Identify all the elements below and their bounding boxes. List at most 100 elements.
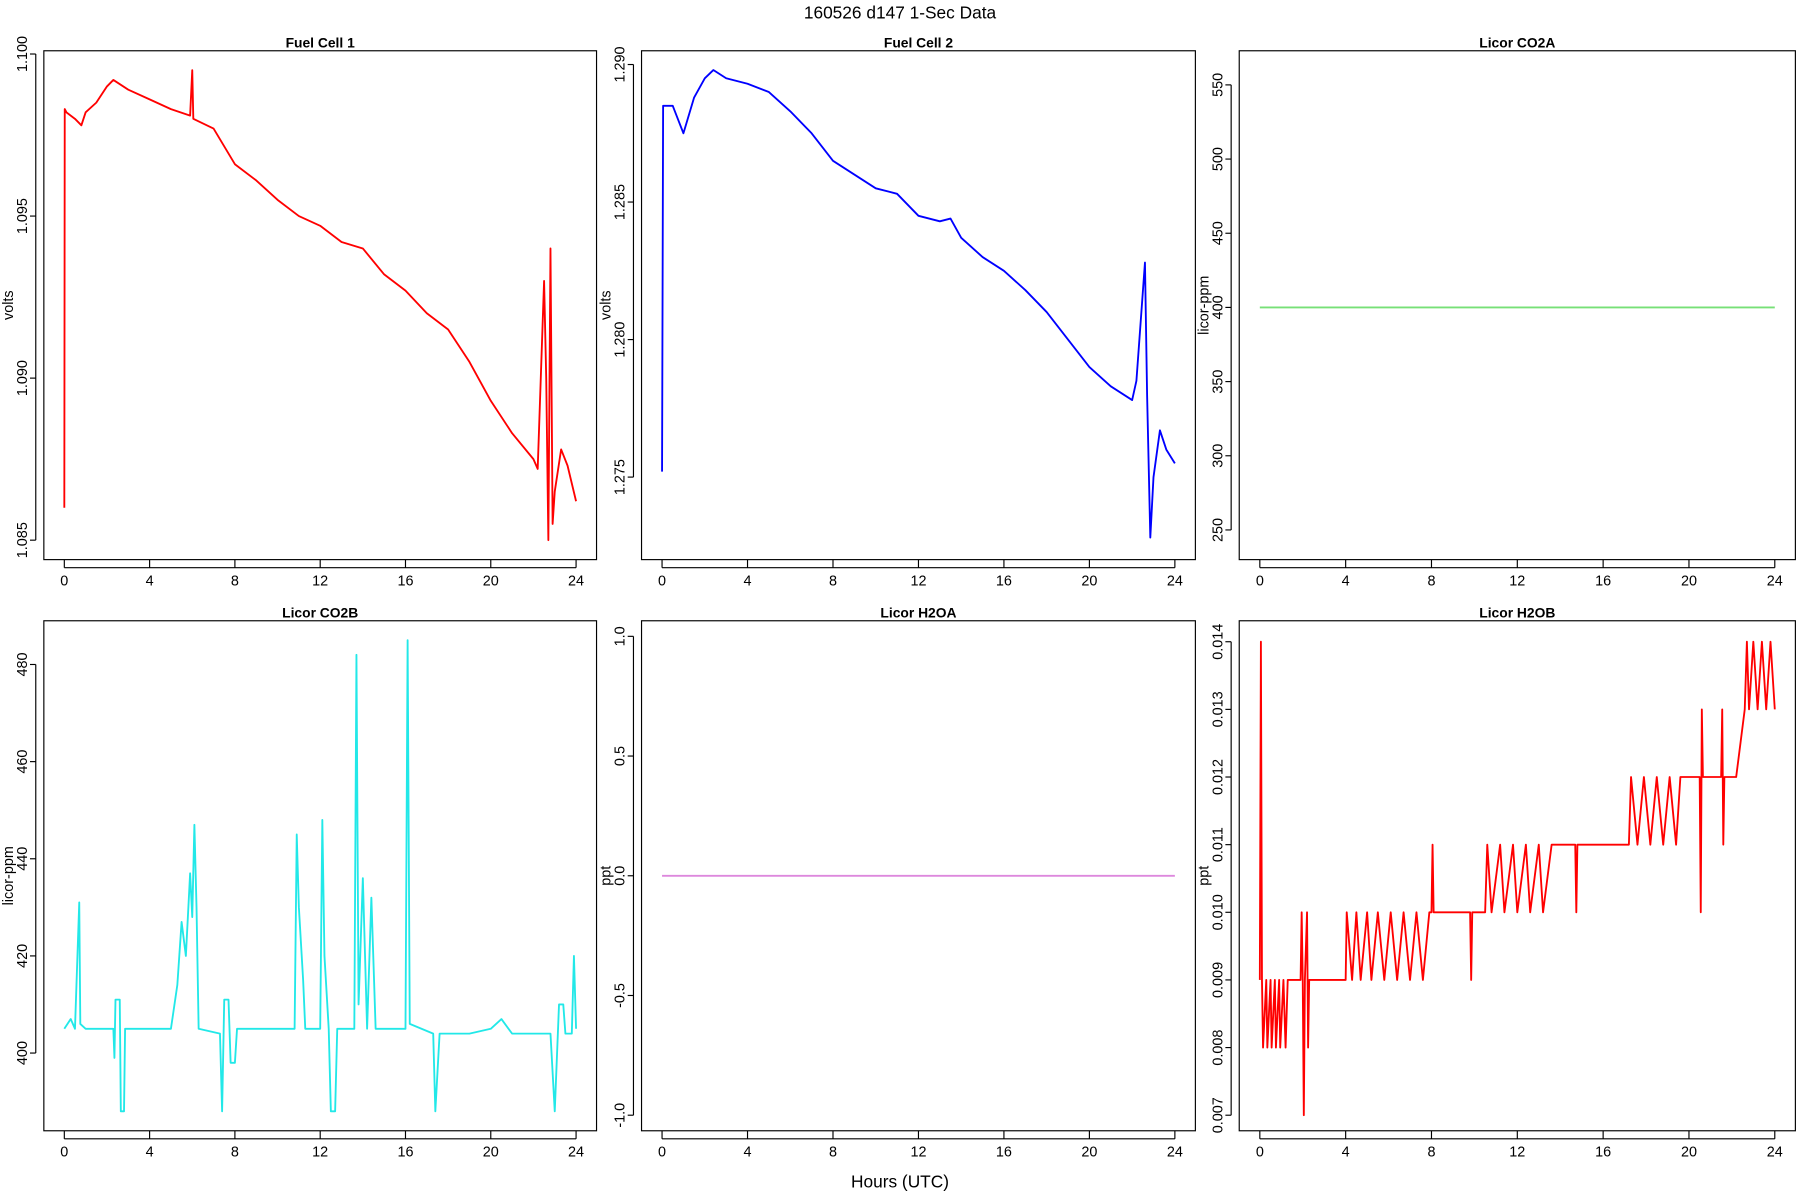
y-tick-label: 460 <box>15 750 31 774</box>
x-tick-label: 12 <box>1509 573 1525 589</box>
y-tick-label: 250 <box>1210 518 1226 542</box>
data-line <box>63 69 577 542</box>
y-tick-label: 0.5 <box>613 746 629 766</box>
x-tick-label: 24 <box>1167 573 1183 589</box>
y-tick-label: 0.008 <box>1210 1030 1226 1066</box>
y-tick-label: 400 <box>1210 295 1226 319</box>
panel-title: Licor H2OB <box>1479 605 1555 621</box>
x-tick-label: 4 <box>146 573 154 589</box>
panel: Licor H2OA ppt 0 4 8 12 16 20 24 -1.0 -0.5 0.0 0.5 1.… <box>599 605 1196 1161</box>
x-tick-label: 12 <box>312 1145 328 1161</box>
y-tick-label: 0.011 <box>1210 827 1226 862</box>
x-tick-label: 12 <box>312 573 328 589</box>
x-tick-label: 20 <box>1081 1145 1097 1161</box>
x-tick-label: 4 <box>744 573 752 589</box>
y-tick-label: 350 <box>1210 370 1226 394</box>
y-tick-label: 480 <box>15 652 31 676</box>
panel: Licor H2OB ppt 0 4 8 12 16 20 24 0.007 0.008 0.009 0… <box>1196 605 1796 1161</box>
panel: Licor CO2B licor-ppm 0 4 8 12 16 20 24 400 420 440 4… <box>1 605 598 1161</box>
x-tick-label: 16 <box>1595 573 1611 589</box>
y-tick-label: -0.5 <box>613 983 629 1008</box>
x-tick-label: 24 <box>568 1145 584 1161</box>
x-tick-label: 0 <box>658 1145 666 1161</box>
y-tick-label: 1.100 <box>15 36 31 72</box>
y-tick-label: 0.0 <box>613 866 629 886</box>
y-tick-label: 420 <box>15 944 31 968</box>
data-line <box>1258 640 1776 1117</box>
x-tick-label: 8 <box>829 1145 837 1161</box>
y-tick-label: 440 <box>15 847 31 871</box>
plot-frame <box>1238 620 1796 1132</box>
panel: Licor CO2A licor-ppm 0 4 8 12 16 20 24 250 300 350 4… <box>1196 35 1796 589</box>
y-tick-label: 0.013 <box>1210 691 1226 727</box>
plot-frame <box>43 620 598 1132</box>
x-tick-label: 20 <box>1681 573 1697 589</box>
x-tick-label: 16 <box>397 1145 413 1161</box>
y-tick-label: 1.290 <box>613 46 629 82</box>
x-tick-label: 4 <box>1342 1145 1350 1161</box>
y-axis-label: volts <box>1 290 17 320</box>
y-tick-label: 400 <box>15 1041 31 1065</box>
y-tick-label: 1.090 <box>15 360 31 396</box>
y-axis-label: ppt <box>1196 866 1212 886</box>
plot-frame <box>1238 50 1796 561</box>
panel: Fuel Cell 2 volts 0 4 8 12 16 20 24 1.275 1.280 1.2… <box>599 35 1196 589</box>
y-tick-label: 0.007 <box>1210 1097 1226 1133</box>
panel-title: Licor CO2B <box>282 605 358 621</box>
x-tick-label: 12 <box>1509 1145 1525 1161</box>
y-tick-label: 1.280 <box>613 322 629 358</box>
y-axis-label: licor-ppm <box>1196 276 1212 335</box>
x-tick-label: 0 <box>60 573 68 589</box>
x-tick-label: 24 <box>568 573 584 589</box>
y-tick-label: 1.285 <box>613 184 629 220</box>
x-tick-label: 12 <box>910 573 926 589</box>
y-tick-label: 1.085 <box>15 522 31 558</box>
panel-title: Licor CO2A <box>1479 35 1555 51</box>
x-tick-label: 0 <box>60 1145 68 1161</box>
data-line <box>661 69 1176 539</box>
y-tick-label: -1.0 <box>613 1103 629 1128</box>
x-tick-label: 24 <box>1767 1145 1783 1161</box>
y-tick-label: 500 <box>1210 147 1226 171</box>
x-tick-label: 24 <box>1167 1145 1183 1161</box>
plot-frame <box>43 50 598 561</box>
x-tick-label: 16 <box>1595 1145 1611 1161</box>
y-axis-label: licor-ppm <box>1 846 17 905</box>
x-tick-label: 20 <box>1081 573 1097 589</box>
y-tick-label: 300 <box>1210 444 1226 468</box>
x-tick-label: 20 <box>483 573 499 589</box>
x-tick-label: 16 <box>397 573 413 589</box>
y-tick-label: 0.012 <box>1210 759 1226 795</box>
x-tick-label: 16 <box>996 1145 1012 1161</box>
panel-title: Licor H2OA <box>880 605 956 621</box>
figure-title: 160526 d147 1-Sec Data <box>804 2 997 22</box>
y-tick-label: 0.009 <box>1210 962 1226 998</box>
data-line <box>63 639 577 1113</box>
x-tick-label: 4 <box>744 1145 752 1161</box>
y-tick-label: 1.275 <box>613 459 629 495</box>
panel: Fuel Cell 1 volts 0 4 8 12 16 20 24 1.085 1.090 1.0… <box>1 35 598 589</box>
x-tick-label: 8 <box>829 573 837 589</box>
panel-title: Fuel Cell 2 <box>884 35 953 51</box>
x-tick-label: 8 <box>1427 1145 1435 1161</box>
x-tick-label: 4 <box>1342 573 1350 589</box>
y-tick-label: 0.010 <box>1210 894 1226 930</box>
x-axis-label: Hours (UTC) <box>851 1171 949 1191</box>
panel-title: Fuel Cell 1 <box>286 35 355 51</box>
y-tick-label: 0.014 <box>1210 624 1226 660</box>
x-tick-label: 24 <box>1767 573 1783 589</box>
x-tick-label: 4 <box>146 1145 154 1161</box>
x-tick-label: 12 <box>910 1145 926 1161</box>
x-tick-label: 8 <box>1427 573 1435 589</box>
y-axis-label: volts <box>599 290 615 320</box>
x-tick-label: 0 <box>1256 573 1264 589</box>
x-tick-label: 16 <box>996 573 1012 589</box>
y-tick-label: 1.0 <box>613 626 629 646</box>
y-tick-label: 450 <box>1210 221 1226 245</box>
x-tick-label: 0 <box>1256 1145 1264 1161</box>
y-tick-label: 1.095 <box>15 198 31 234</box>
y-axis-label: ppt <box>599 866 615 886</box>
x-tick-label: 20 <box>1681 1145 1697 1161</box>
y-tick-label: 550 <box>1210 73 1226 97</box>
